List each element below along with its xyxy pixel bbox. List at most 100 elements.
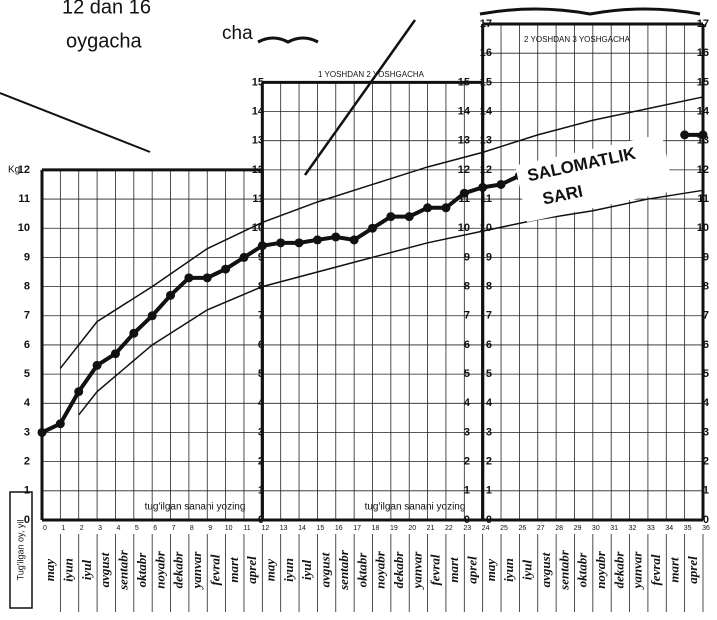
x-tick-label: 15 [317, 525, 325, 532]
series-line [60, 97, 703, 368]
x-tick-label: 18 [372, 525, 380, 532]
month-label: aprel [464, 556, 479, 584]
x-tick-label: 33 [647, 525, 655, 532]
month-label: sentabr [556, 549, 571, 591]
data-point [56, 419, 65, 428]
month-label: mart [226, 557, 241, 583]
x-tick-label: 6 [153, 525, 157, 532]
x-tick-label: 20 [408, 525, 416, 532]
x-tick-label: 7 [172, 525, 176, 532]
x-tick-label: 16 [335, 525, 343, 532]
month-label: oktabr [575, 552, 590, 588]
y-tick-label: 3 [486, 426, 492, 438]
data-point [129, 329, 138, 338]
month-label: noyabr [373, 550, 388, 589]
y-tick-label: 5 [464, 368, 470, 380]
x-tick-label: 2 [80, 525, 84, 532]
month-label: oktabr [134, 552, 149, 588]
y-tick-label: 12 [458, 164, 470, 176]
annotation: oygacha [66, 30, 142, 52]
x-tick-label: 26 [518, 525, 526, 532]
month-label: aprel [685, 556, 700, 584]
y-tick-label: 13 [458, 135, 470, 147]
x-tick-label: 1 [61, 525, 65, 532]
x-tick-label: 4 [116, 525, 120, 532]
y-tick-label: 10 [458, 222, 470, 234]
y-tick-label: 10 [18, 222, 30, 234]
y-tick-label: 3 [464, 426, 470, 438]
month-label: yanvar [409, 551, 424, 591]
data-point [441, 203, 450, 212]
x-tick-label: 19 [390, 525, 398, 532]
x-tick-label: 35 [684, 525, 692, 532]
y-tick-label: 4 [464, 397, 471, 409]
x-tick-label: 25 [500, 525, 508, 532]
data-point [331, 232, 340, 241]
data-point [699, 130, 708, 139]
month-label: yanvar [189, 551, 204, 591]
y-tick-label: 11 [18, 193, 30, 205]
data-point [239, 253, 248, 262]
month-label: avgust [97, 552, 112, 587]
month-label: mart [446, 557, 461, 583]
y-tick-label: 4 [486, 397, 493, 409]
section-label: 2 YOSHDAN 3 YOSHGACHA [524, 35, 631, 44]
data-point [221, 265, 230, 274]
data-point [460, 189, 469, 198]
x-tick-label: 8 [190, 525, 194, 532]
x-tick-label: 31 [610, 525, 618, 532]
y-tick-label: 7 [486, 310, 492, 322]
x-tick-label: 28 [555, 525, 563, 532]
decor-line [305, 20, 415, 175]
y-tick-label: 8 [464, 280, 470, 292]
data-point [423, 203, 432, 212]
data-point [313, 235, 322, 244]
y-tick-label: 9 [24, 251, 30, 263]
y-tick-label: 6 [486, 339, 492, 351]
month-label: may [42, 559, 57, 582]
y-tick-label: 6 [464, 339, 470, 351]
month-label: mart [666, 557, 681, 583]
y-tick-label: 3 [24, 426, 30, 438]
month-label: iyul [520, 560, 535, 581]
x-tick-label: 36 [702, 525, 710, 532]
y-tick-label: 6 [24, 339, 30, 351]
x-tick-label: 21 [427, 525, 435, 532]
x-tick-label: 9 [208, 525, 212, 532]
month-label: oktabr [354, 552, 369, 588]
month-label: yanvar [630, 551, 645, 591]
y-tick-label: 5 [24, 368, 30, 380]
health-box: SALOMATLIK SARI [515, 134, 674, 222]
section-label: 1 YOSHDAN 2 YOSHGACHA [318, 70, 425, 79]
month-label: noyabr [152, 550, 167, 589]
month-label: iyun [61, 558, 76, 582]
y-tick-label: 12 [18, 164, 30, 176]
x-tick-label: 11 [243, 525, 250, 532]
data-point [478, 183, 487, 192]
data-point [350, 235, 359, 244]
annotation: tug'ilgan sanani yozing [365, 502, 466, 513]
month-label: may [262, 559, 277, 582]
data-point [38, 428, 47, 437]
x-tick-label: 32 [629, 525, 637, 532]
y-tick-label: 8 [486, 280, 492, 292]
annotation: cha [222, 23, 253, 44]
y-tick-label: 0 [24, 514, 30, 526]
data-point [166, 291, 175, 300]
y-tick-label: 1 [24, 485, 30, 497]
month-label: may [483, 559, 498, 582]
y-tick-label: 2 [24, 456, 30, 468]
month-label: aprel [244, 556, 259, 584]
data-point [93, 361, 102, 370]
y-tick-label: 1 [464, 485, 470, 497]
x-tick-label: 29 [574, 525, 582, 532]
annotation: tug'ilgan sanani yozing [145, 502, 246, 513]
x-tick-label: 14 [298, 525, 306, 532]
month-label: avgust [538, 552, 553, 587]
month-label: dekabr [391, 551, 406, 589]
data-point [203, 273, 212, 282]
x-tick-label: 22 [445, 525, 453, 532]
x-tick-label: 17 [353, 525, 361, 532]
y-tick-label: 8 [24, 280, 30, 292]
x-tick-label: 34 [665, 525, 673, 532]
